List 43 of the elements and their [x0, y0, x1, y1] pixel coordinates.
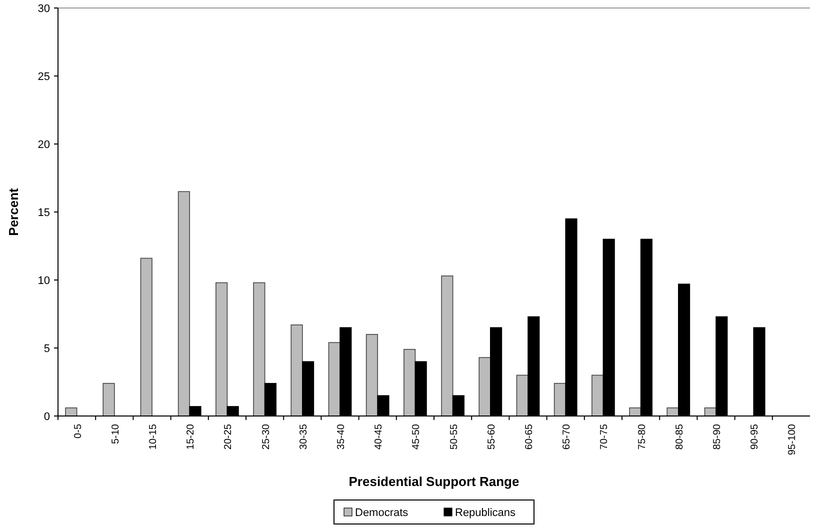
bar — [441, 276, 454, 416]
y-axis-title: Percent — [6, 187, 21, 236]
x-tick-label: 85-90 — [712, 424, 723, 450]
x-tick-label: 35-40 — [336, 424, 347, 450]
x-tick-label: 95-100 — [787, 424, 798, 456]
bar — [366, 334, 378, 416]
y-tick-label: 15 — [38, 206, 50, 219]
bar — [102, 382, 115, 416]
x-tick-label: 40-45 — [374, 424, 385, 450]
x-tick-label: 70-75 — [599, 424, 610, 450]
y-tick-label: 20 — [38, 138, 50, 151]
bar — [404, 348, 416, 416]
x-tick-label: 0-5 — [72, 424, 84, 438]
bar — [140, 258, 152, 416]
x-tick-label: 90-95 — [750, 424, 761, 450]
x-tick-label: 25-30 — [260, 424, 272, 450]
x-tick-label: 75-80 — [636, 424, 648, 450]
legend-label: Republicans — [455, 506, 516, 519]
bar — [478, 357, 491, 416]
x-tick-label: 45-50 — [411, 424, 422, 450]
bar — [253, 282, 266, 416]
bar — [216, 282, 228, 416]
x-axis-title: Presidential Support Range — [348, 474, 520, 489]
x-tick-label: 20-25 — [223, 424, 234, 450]
x-tick-label: 15-20 — [186, 424, 197, 450]
y-tick-label: 10 — [38, 274, 50, 287]
y-tick-label: 25 — [38, 70, 50, 83]
x-tick-label: 65-70 — [562, 424, 573, 450]
bar — [592, 374, 604, 416]
y-tick-label: 30 — [38, 2, 50, 15]
y-tick-label: 5 — [44, 342, 50, 355]
x-tick-label: 50-55 — [448, 424, 460, 450]
bar — [328, 342, 340, 416]
bar — [178, 191, 190, 416]
x-tick-label: 80-85 — [674, 424, 686, 450]
x-tick-label: 5-10 — [110, 424, 122, 444]
x-tick-label: 55-60 — [486, 424, 498, 450]
x-tick-label: 60-65 — [524, 424, 535, 450]
x-tick-label: 10-15 — [148, 424, 159, 450]
bar — [290, 324, 303, 416]
legend-label: Democrats — [355, 506, 409, 519]
x-tick-label: 30-35 — [298, 424, 310, 450]
y-tick-label: 0 — [44, 410, 50, 423]
